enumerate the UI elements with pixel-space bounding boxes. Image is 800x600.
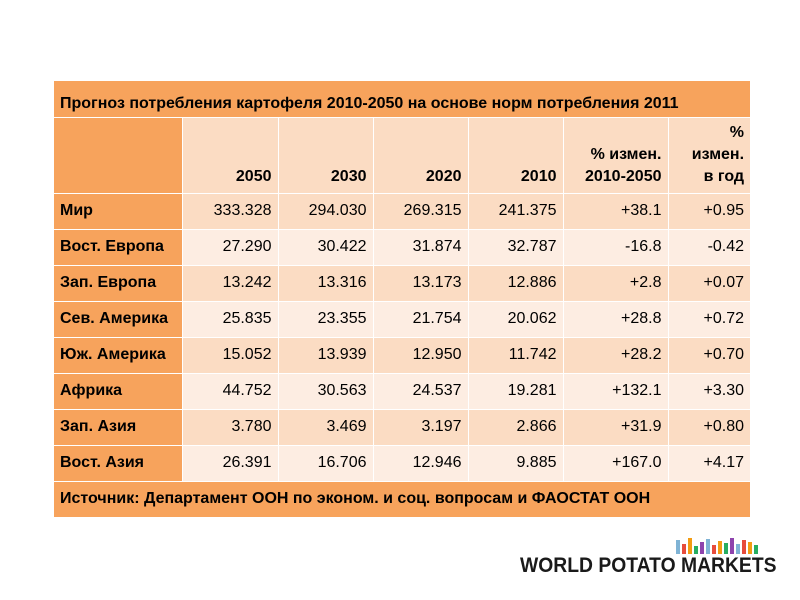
region-cell: Вост. Европа: [54, 228, 182, 265]
value-cell: +3.30: [667, 372, 751, 409]
value-cell: +0.80: [667, 408, 751, 445]
logo-bar: [676, 540, 680, 554]
region-cell: Африка: [54, 372, 182, 409]
logo-bar: [742, 540, 746, 554]
region-cell: Вост. Азия: [54, 444, 182, 481]
value-cell: 3.780: [181, 408, 278, 445]
value-cell: 15.052: [181, 336, 278, 373]
value-cell: 241.375: [467, 192, 563, 229]
value-cell: 13.939: [277, 336, 373, 373]
value-cell: +132.1: [562, 372, 668, 409]
value-cell: 333.328: [181, 192, 278, 229]
value-cell: +31.9: [562, 408, 668, 445]
column-header: 2030: [277, 116, 373, 193]
forecast-table: Прогноз потребления картофеля 2010-2050 …: [54, 81, 751, 517]
value-cell: 19.281: [467, 372, 563, 409]
column-header: % измен. 2010-2050: [562, 116, 668, 193]
logo-bar: [724, 543, 728, 554]
source-note: Источник: Департамент ООН по эконом. и с…: [54, 480, 751, 517]
value-cell: 31.874: [372, 228, 468, 265]
column-header: 2050: [181, 116, 278, 193]
value-cell: 25.835: [181, 300, 278, 337]
value-cell: 16.706: [277, 444, 373, 481]
logo-bar: [688, 538, 692, 554]
table-row: Мир 333.328 294.030 269.315 241.375 +38.1 +0.9…: [54, 192, 751, 229]
logo-bar: [682, 544, 686, 554]
value-cell: 13.242: [181, 264, 278, 301]
value-cell: 9.885: [467, 444, 563, 481]
value-cell: 44.752: [181, 372, 278, 409]
value-cell: 294.030: [277, 192, 373, 229]
table-title: Прогноз потребления картофеля 2010-2050 …: [54, 81, 751, 117]
value-cell: 20.062: [467, 300, 563, 337]
logo-bar: [748, 542, 752, 554]
value-cell: +167.0: [562, 444, 668, 481]
table-row: Зап. Азия 3.780 3.469 3.197 2.866 +31.9 +0.80: [54, 408, 751, 445]
region-cell: Зап. Азия: [54, 408, 182, 445]
value-cell: 3.197: [372, 408, 468, 445]
logo-bar: [754, 545, 758, 554]
logo-bar: [706, 539, 710, 554]
region-cell: Сев. Америка: [54, 300, 182, 337]
logo-bar: [712, 545, 716, 554]
value-cell: 32.787: [467, 228, 563, 265]
column-header: 2010: [467, 116, 563, 193]
value-cell: 12.886: [467, 264, 563, 301]
value-cell: 13.316: [277, 264, 373, 301]
logo-bar: [736, 544, 740, 554]
value-cell: -0.42: [667, 228, 751, 265]
value-cell: 2.866: [467, 408, 563, 445]
logo-bar: [730, 538, 734, 554]
column-header: 2020: [372, 116, 468, 193]
value-cell: 21.754: [372, 300, 468, 337]
table-row: Вост. Европа 27.290 30.422 31.874 32.787 -16.…: [54, 228, 751, 265]
region-cell: Мир: [54, 192, 182, 229]
value-cell: +0.07: [667, 264, 751, 301]
value-cell: +0.70: [667, 336, 751, 373]
logo-bar: [694, 546, 698, 554]
table-row: Юж. Америка 15.052 13.939 12.950 11.742 +28.2…: [54, 336, 751, 373]
value-cell: +28.2: [562, 336, 668, 373]
value-cell: +0.72: [667, 300, 751, 337]
region-cell: Зап. Европа: [54, 264, 182, 301]
value-cell: 269.315: [372, 192, 468, 229]
value-cell: 23.355: [277, 300, 373, 337]
world-potato-markets-logo: WORLD POTATO MARKETS: [520, 532, 777, 580]
value-cell: 13.173: [372, 264, 468, 301]
table-row: Зап. Европа 13.242 13.316 13.173 12.886 +2.8 +…: [54, 264, 751, 301]
column-header: [54, 116, 182, 193]
value-cell: +38.1: [562, 192, 668, 229]
table-header-row: 2050 2030 2020 2010% измен. 2010-2050% измен.…: [54, 116, 751, 193]
value-cell: 30.563: [277, 372, 373, 409]
region-cell: Юж. Америка: [54, 336, 182, 373]
table-row: Сев. Америка 25.835 23.355 21.754 20.062 +28.…: [54, 300, 751, 337]
table-title-row: Прогноз потребления картофеля 2010-2050 …: [54, 81, 751, 117]
column-header: % измен. в год: [667, 116, 751, 193]
value-cell: 26.391: [181, 444, 278, 481]
logo-bars-icon: [676, 536, 760, 554]
value-cell: +0.95: [667, 192, 751, 229]
table-row: Африка 44.752 30.563 24.537 19.281 +132.1 +3.3…: [54, 372, 751, 409]
value-cell: +4.17: [667, 444, 751, 481]
logo-bar: [700, 542, 704, 554]
value-cell: +2.8: [562, 264, 668, 301]
table-row: Вост. Азия 26.391 16.706 12.946 9.885 +167.0 +…: [54, 444, 751, 481]
value-cell: 3.469: [277, 408, 373, 445]
logo-bar: [718, 541, 722, 554]
value-cell: 27.290: [181, 228, 278, 265]
value-cell: -16.8: [562, 228, 668, 265]
table-source-row: Источник: Департамент ООН по эконом. и с…: [54, 480, 751, 517]
value-cell: 11.742: [467, 336, 563, 373]
value-cell: +28.8: [562, 300, 668, 337]
value-cell: 12.946: [372, 444, 468, 481]
value-cell: 30.422: [277, 228, 373, 265]
value-cell: 12.950: [372, 336, 468, 373]
value-cell: 24.537: [372, 372, 468, 409]
logo-text: WORLD POTATO MARKETS: [520, 554, 777, 577]
